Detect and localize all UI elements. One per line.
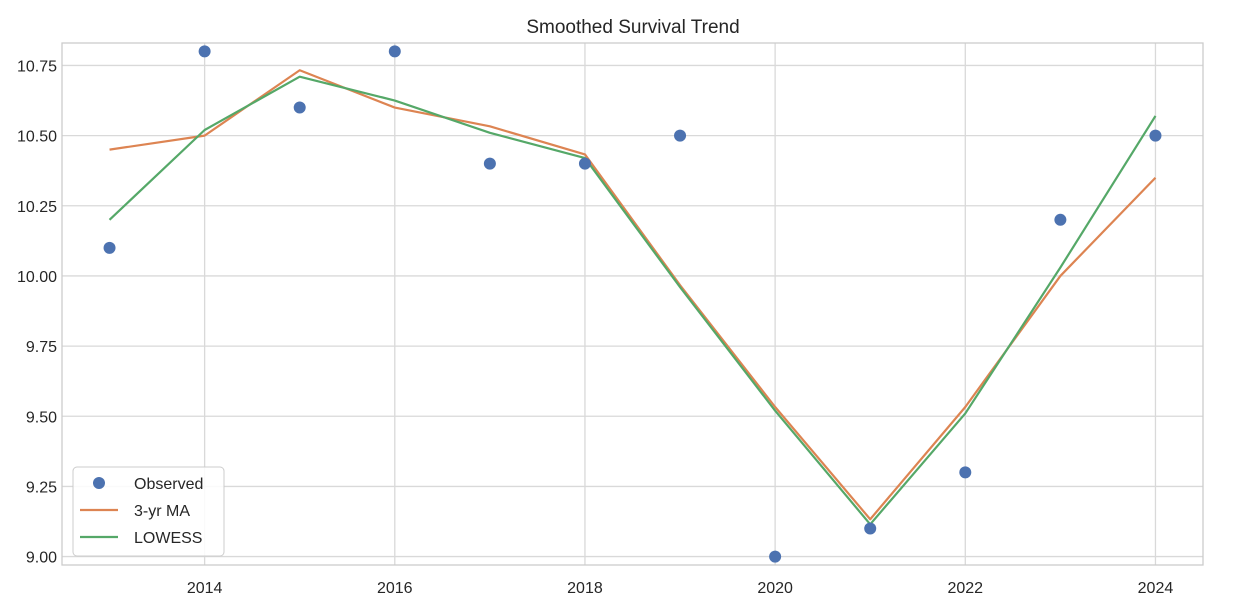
grid (62, 43, 1203, 565)
observed-point (388, 45, 401, 58)
observed-point (293, 101, 306, 114)
observed-point (103, 241, 116, 254)
y-tick-label: 9.75 (26, 339, 57, 356)
legend-label: LOWESS (134, 530, 202, 547)
series-observed (103, 45, 1162, 563)
y-tick-label: 10.75 (17, 58, 57, 75)
y-tick-label: 9.25 (26, 479, 57, 496)
lowess-line (108, 75, 1157, 526)
x-tick-label: 2024 (1138, 580, 1174, 597)
observed-point (1149, 129, 1162, 142)
legend-marker (93, 477, 105, 489)
x-tick-label: 2020 (757, 580, 793, 597)
plot-frame (61, 42, 1204, 566)
y-tick-label: 10.25 (17, 199, 57, 216)
observed-point (674, 129, 687, 142)
3-yr-ma-line (109, 69, 1157, 521)
observed-point (959, 466, 972, 479)
legend-item-3-yr-ma: 3-yr MA (80, 503, 190, 520)
y-tick-label: 9.00 (26, 550, 57, 567)
observed-point (483, 157, 496, 170)
series-layer (103, 45, 1162, 563)
legend-item-lowess: LOWESS (80, 530, 202, 547)
observed-point (198, 45, 211, 58)
chart-title: Smoothed Survival Trend (526, 17, 739, 38)
observed-point (1054, 213, 1067, 226)
legend-box (72, 466, 225, 557)
observed-point (578, 157, 591, 170)
x-tick-label: 2018 (567, 580, 603, 597)
y-tick-label: 10.00 (17, 269, 57, 286)
y-axis-ticks: 9.00 9.25 9.50 9.75 10.00 10.25 10.50 10.75 (17, 58, 57, 566)
series-3-yr-ma (109, 69, 1157, 521)
legend: Observed 3-yr MA LOWESS (72, 466, 225, 557)
series-lowess (108, 75, 1157, 526)
x-tick-label: 2016 (377, 580, 413, 597)
legend-item-observed: Observed (93, 476, 203, 493)
legend-label: 3-yr MA (134, 503, 190, 520)
observed-point (864, 522, 877, 535)
x-tick-label: 2022 (947, 580, 983, 597)
x-axis-ticks: 2014 2016 2018 2020 2022 2024 (187, 580, 1174, 597)
x-tick-label: 2014 (187, 580, 223, 597)
legend-label: Observed (134, 476, 203, 493)
observed-point (769, 550, 782, 563)
y-tick-label: 9.50 (26, 409, 57, 426)
y-tick-label: 10.50 (17, 129, 57, 146)
